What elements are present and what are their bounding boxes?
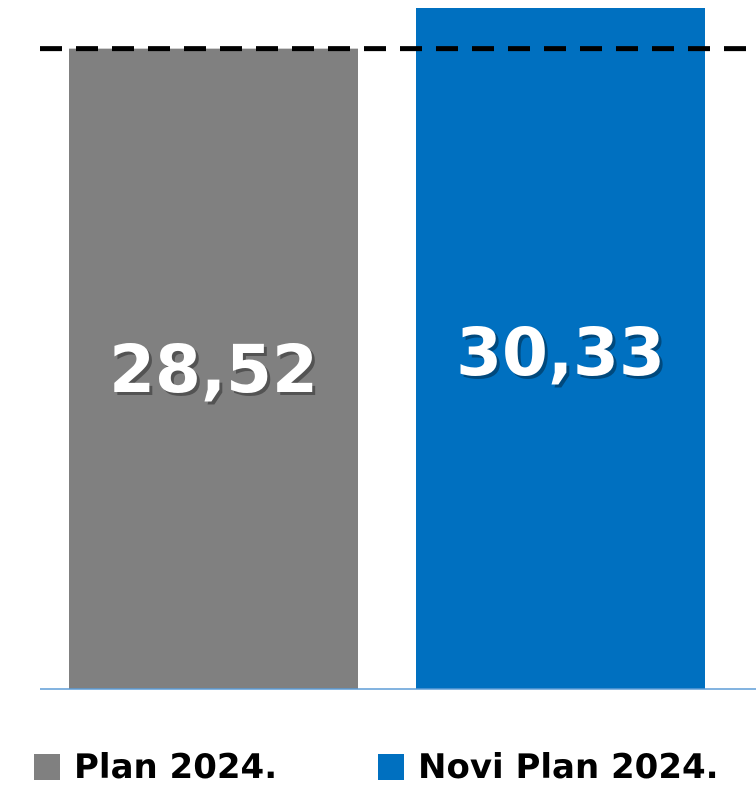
data-label-shadow-novi-plan: 30,33 — [459, 317, 668, 394]
data-label-plan: 28,52 — [109, 331, 318, 408]
legend-swatch-novi-plan — [378, 754, 404, 780]
legend-label-plan: Plan 2024. — [74, 747, 278, 787]
legend: Plan 2024. Novi Plan 2024. — [0, 745, 756, 789]
bar-plan — [69, 48, 358, 690]
data-label-shadow-plan: 28,52 — [112, 334, 321, 411]
legend-swatch-plan — [34, 754, 60, 780]
legend-item-novi-plan: Novi Plan 2024. — [378, 745, 719, 789]
bars-layer — [69, 8, 705, 690]
bar-novi-plan — [416, 8, 705, 689]
legend-label-novi-plan: Novi Plan 2024. — [418, 747, 719, 787]
data-label-novi-plan: 30,33 — [456, 314, 665, 391]
legend-item-plan: Plan 2024. — [34, 745, 277, 789]
